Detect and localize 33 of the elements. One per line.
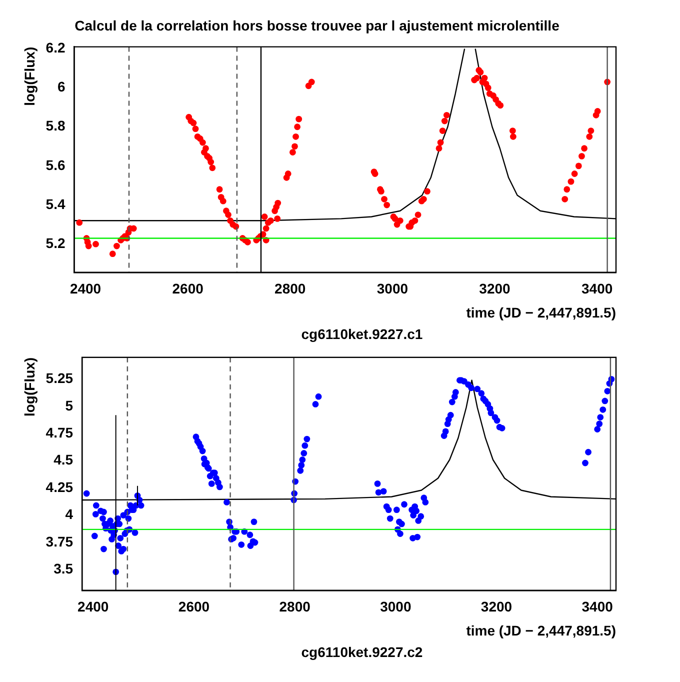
x-tick-label: 2400 bbox=[70, 280, 102, 297]
x-tick-label: 3200 bbox=[480, 598, 512, 615]
x-tick-label: 2600 bbox=[178, 598, 210, 615]
y-tick-label: 3.5 bbox=[54, 560, 74, 577]
y-tick-label: 4.5 bbox=[54, 452, 74, 468]
x-axis-title: time (JD − 2,447,891.5) bbox=[466, 622, 616, 638]
y-axis-title: log(Flux) bbox=[21, 46, 38, 106]
text: cg6110ket.9227.c2 bbox=[300, 644, 424, 662]
text: cg6110ket.9227.c1 bbox=[300, 326, 424, 344]
y-tick-label: 5.8 bbox=[46, 118, 66, 134]
y-tick-label: 3.75 bbox=[46, 533, 74, 550]
x-tick-label: 3400 bbox=[582, 598, 614, 615]
y-tick-label: 5.25 bbox=[46, 370, 74, 386]
y-tick-label: 5 bbox=[65, 397, 74, 414]
x-tick-label: 2400 bbox=[78, 598, 109, 615]
x-tick-label: 3400 bbox=[581, 280, 613, 297]
x-tick-label: 3000 bbox=[376, 280, 408, 297]
y-tick-label: 4.25 bbox=[46, 478, 74, 495]
x-tick-label: 3000 bbox=[380, 598, 412, 615]
x-tick-label: 3200 bbox=[479, 280, 511, 297]
y-axis-title: log(Flux) bbox=[21, 357, 38, 417]
x-tick-label: 2600 bbox=[172, 280, 204, 297]
y-tick-label: 4.75 bbox=[46, 424, 74, 440]
x-tick-label: 2800 bbox=[274, 280, 306, 297]
y-tick-label: 6.2 bbox=[46, 40, 66, 56]
chart-title: Calcul de la correlation hors bosse trouvee par l ajustement microlentille bbox=[74, 17, 560, 34]
x-tick-label: 2800 bbox=[279, 598, 311, 615]
y-tick-label: 5.6 bbox=[46, 156, 66, 173]
y-tick-label: 5.2 bbox=[46, 234, 66, 251]
y-tick-label: 6 bbox=[57, 78, 66, 95]
y-tick-label: 5.4 bbox=[46, 196, 66, 212]
x-axis-title: time (JD − 2,447,891.5) bbox=[466, 304, 616, 320]
y-tick-label: 4 bbox=[65, 506, 74, 522]
